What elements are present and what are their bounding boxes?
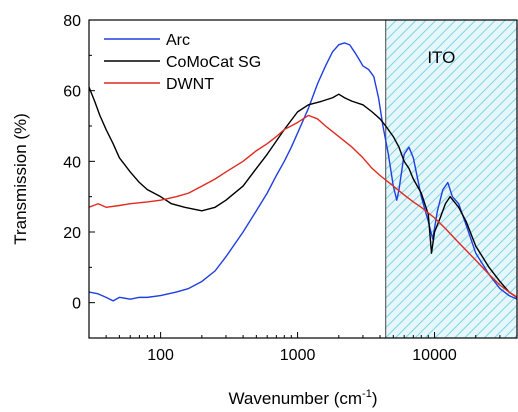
x-tick-label: 100	[147, 347, 174, 364]
y-tick-label: 60	[63, 84, 81, 101]
series-line-0	[89, 42, 517, 302]
legend-label-1: CoMoCat SG	[166, 54, 261, 71]
y-axis-title: Transmission (%)	[11, 113, 30, 245]
legend: Arc CoMoCat SG DWNT	[104, 32, 261, 93]
series-line-2	[89, 114, 517, 298]
y-tick-label: 80	[63, 13, 81, 30]
series-lines	[89, 42, 517, 302]
x-tick-label: 1000	[280, 347, 316, 364]
ito-shaded-region	[385, 19, 518, 339]
x-axis-ticks: 100 1000 10000	[88, 332, 518, 364]
x-tick-label: 10000	[412, 347, 457, 364]
y-axis-ticks: 0 20 40 60 80	[63, 13, 95, 339]
x-axis-title: Wavenumber (cm-1)	[229, 388, 378, 408]
legend-label-2: DWNT	[166, 76, 214, 93]
y-tick-label: 0	[72, 296, 81, 313]
ito-region-label: ITO	[427, 48, 455, 67]
series-line-1	[89, 86, 517, 298]
y-tick-label: 40	[63, 154, 81, 171]
y-tick-label: 20	[63, 225, 81, 242]
legend-label-0: Arc	[166, 32, 190, 49]
plot-frame	[88, 19, 518, 339]
